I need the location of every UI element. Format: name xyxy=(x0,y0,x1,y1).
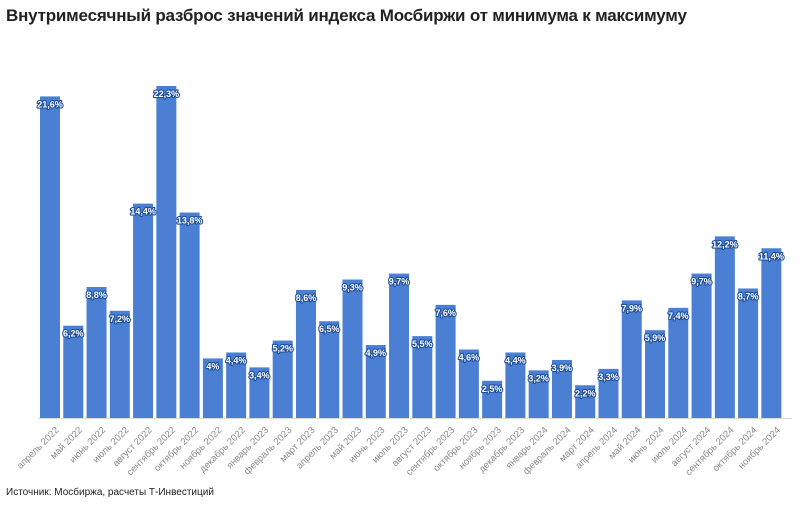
bar xyxy=(86,286,107,418)
data-label: 8,8% xyxy=(86,290,107,300)
data-label: 6,2% xyxy=(63,329,84,339)
source-note: Источник: Мосбиржа, расчеты Т-Инвестиций xyxy=(6,487,214,498)
bar xyxy=(249,367,270,418)
data-label: 5,2% xyxy=(272,344,293,354)
data-label: 14,4% xyxy=(130,207,156,217)
data-label: 12,2% xyxy=(712,239,738,249)
chart-title: Внутримесячный разброс значений индекса … xyxy=(6,6,687,25)
data-label: 8,6% xyxy=(296,293,317,303)
data-label: 4% xyxy=(206,361,219,371)
data-label: 6,5% xyxy=(319,324,340,334)
bar xyxy=(319,321,340,418)
bar xyxy=(435,304,456,418)
data-label: 2,5% xyxy=(482,384,503,394)
data-label: 9,7% xyxy=(389,277,410,287)
data-label: 7,9% xyxy=(621,303,642,313)
bar xyxy=(761,248,782,418)
data-label: 3,4% xyxy=(249,370,270,380)
bar xyxy=(156,86,177,418)
bar xyxy=(551,359,572,418)
bar xyxy=(202,358,223,418)
data-label: 11,4% xyxy=(759,251,784,261)
data-label: 21,6% xyxy=(37,99,63,109)
bar xyxy=(691,273,712,418)
bar xyxy=(412,336,433,418)
bar xyxy=(342,279,363,418)
data-label: 4,9% xyxy=(366,348,387,358)
data-label: 5,9% xyxy=(645,333,666,343)
bar xyxy=(598,368,619,418)
bar xyxy=(575,385,596,418)
bar xyxy=(738,288,759,418)
data-label: 13,8% xyxy=(177,216,203,226)
data-label: 4,4% xyxy=(226,355,247,365)
bar xyxy=(365,345,386,418)
data-label: 7,4% xyxy=(668,311,689,321)
bar xyxy=(272,340,293,418)
data-label: 22,3% xyxy=(154,89,180,99)
bar xyxy=(40,96,60,419)
data-label: 5,5% xyxy=(412,339,433,349)
bar xyxy=(226,352,247,418)
data-label: 9,3% xyxy=(342,283,363,293)
bar xyxy=(133,203,154,418)
bar xyxy=(295,289,316,418)
bar xyxy=(645,330,666,418)
data-label: 3,2% xyxy=(528,373,549,383)
data-label: 8,7% xyxy=(738,291,759,301)
data-label: 7,2% xyxy=(110,314,131,324)
bar xyxy=(109,310,130,418)
bar xyxy=(389,273,410,418)
data-label: 4,4% xyxy=(505,355,526,365)
bar xyxy=(528,370,549,418)
data-label: 2,2% xyxy=(575,388,596,398)
bar xyxy=(621,300,642,418)
bar xyxy=(668,307,689,418)
bar xyxy=(505,352,526,418)
bar xyxy=(458,349,479,418)
bar xyxy=(482,380,503,418)
data-label: 3,3% xyxy=(598,372,619,382)
bar xyxy=(179,212,200,418)
bar xyxy=(714,236,735,418)
bar xyxy=(63,325,84,418)
data-label: 7,6% xyxy=(435,308,456,318)
data-label: 4,6% xyxy=(459,353,480,363)
data-label: 3,9% xyxy=(552,363,573,373)
data-label: 9,7% xyxy=(691,277,712,287)
